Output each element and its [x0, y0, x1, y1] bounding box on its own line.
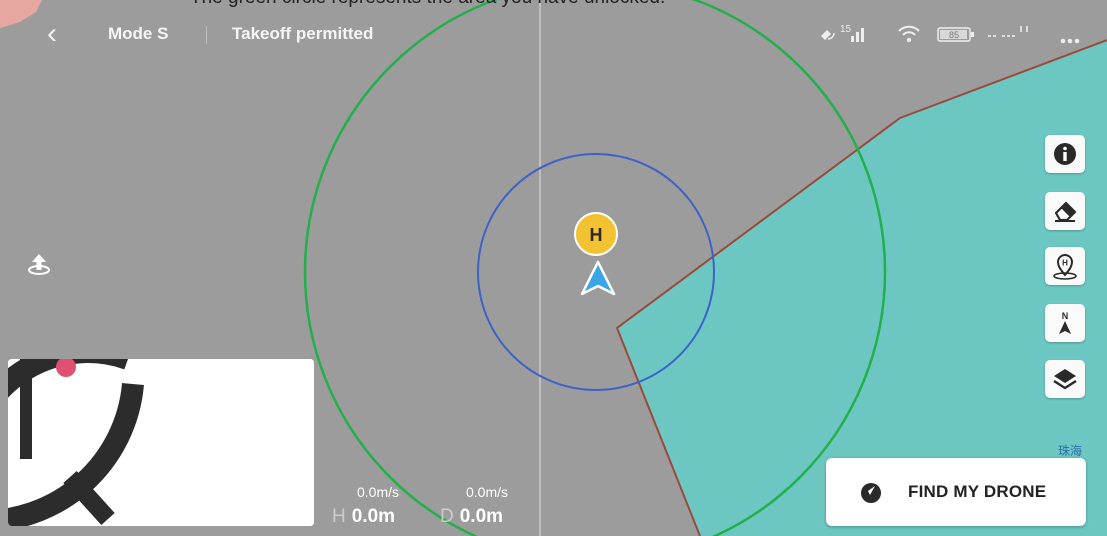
- home-pin-icon: H: [1053, 254, 1077, 280]
- svg-text:85: 85: [949, 30, 959, 40]
- wifi-signal-icon: [896, 22, 922, 46]
- satellite-icon: 15: [821, 24, 864, 42]
- svg-text:15: 15: [840, 24, 852, 35]
- north-lock-button[interactable]: N: [1045, 304, 1085, 342]
- aircraft-position-icon: [580, 260, 616, 296]
- eraser-icon: [1054, 201, 1077, 222]
- preview-gimbal-graphic: [8, 359, 314, 526]
- height-key: H: [332, 506, 346, 527]
- recording-dot: [56, 359, 76, 377]
- unlocked-area-circle: [303, 0, 887, 536]
- camera-preview-window[interactable]: [8, 359, 314, 526]
- home-point-button[interactable]: H: [1045, 247, 1085, 285]
- battery-indicator: 85: [936, 22, 978, 46]
- clear-path-button[interactable]: [1045, 192, 1085, 230]
- north-compass-icon: N: [1059, 311, 1071, 334]
- chevron-left-icon: ‹: [47, 17, 57, 50]
- globe-pin-icon: [861, 483, 881, 503]
- map-upload-button[interactable]: [24, 250, 54, 280]
- upload-arrow-icon: [28, 254, 50, 275]
- land-patch: [0, 0, 42, 28]
- distance-readout: D 0.0m: [440, 506, 503, 528]
- svg-text:N: N: [1062, 311, 1069, 321]
- top-bar: ‹ Mode S Takeoff permitted 15: [0, 0, 1107, 70]
- flight-mode-label: Mode S: [108, 24, 169, 43]
- vertical-speed-readout: 0.0m/s: [466, 484, 509, 500]
- divider: [206, 26, 207, 44]
- restricted-zone-border: [615, 117, 901, 536]
- restricted-zone: [617, 40, 1107, 536]
- gps-status: 15: [818, 22, 870, 46]
- instruction-caption: The green circle represents the area you…: [190, 0, 1090, 9]
- map-layers-button[interactable]: [1045, 360, 1085, 398]
- height-readout: H 0.0m: [332, 506, 395, 528]
- takeoff-status-label: Takeoff permitted: [232, 24, 374, 43]
- place-label: 珠海: [1058, 444, 1083, 458]
- more-dots-icon: [1060, 38, 1080, 44]
- battery-icon: 85: [937, 27, 974, 42]
- distance-value: 0.0m: [459, 506, 504, 527]
- distance-key: D: [440, 506, 454, 527]
- signal-bar: [856, 32, 859, 42]
- signal-bar: [861, 28, 864, 42]
- more-button[interactable]: [1058, 22, 1084, 46]
- remote-signal-icon: [986, 22, 1032, 46]
- horizontal-speed-readout: 0.0m/s: [357, 484, 400, 500]
- info-button[interactable]: [1045, 135, 1085, 173]
- svg-text:H: H: [590, 225, 603, 245]
- map-layers-icon: [1053, 369, 1077, 390]
- find-my-drone-button[interactable]: FIND MY DRONE: [826, 458, 1086, 526]
- height-value: 0.0m: [351, 506, 396, 527]
- find-my-drone-label: FIND MY DRONE: [908, 482, 1047, 501]
- info-icon: [1054, 143, 1076, 165]
- back-button[interactable]: ‹: [34, 14, 70, 54]
- home-point-marker: H: [574, 212, 618, 256]
- svg-text:H: H: [1062, 259, 1068, 268]
- home-radius-circle: [477, 153, 715, 391]
- signal-bar: [851, 36, 854, 42]
